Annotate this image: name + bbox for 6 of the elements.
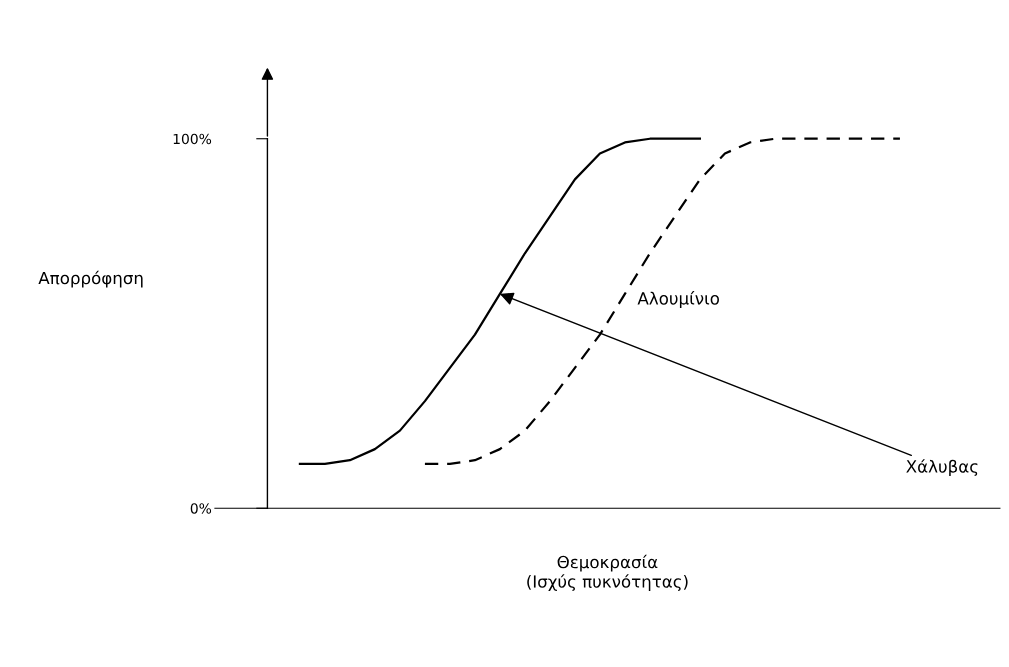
text: Χάλυβας <box>906 459 978 477</box>
y-tick-label: 0% <box>190 503 212 514</box>
y-tick-label: 100% <box>173 133 212 145</box>
x-axis-title: Θεμοκρασία (Ισχύς πυκνότητας) <box>527 554 688 592</box>
series-label: Αλουμίνιο <box>637 291 719 308</box>
y-axis-title: Απορρόφηση <box>38 270 143 288</box>
